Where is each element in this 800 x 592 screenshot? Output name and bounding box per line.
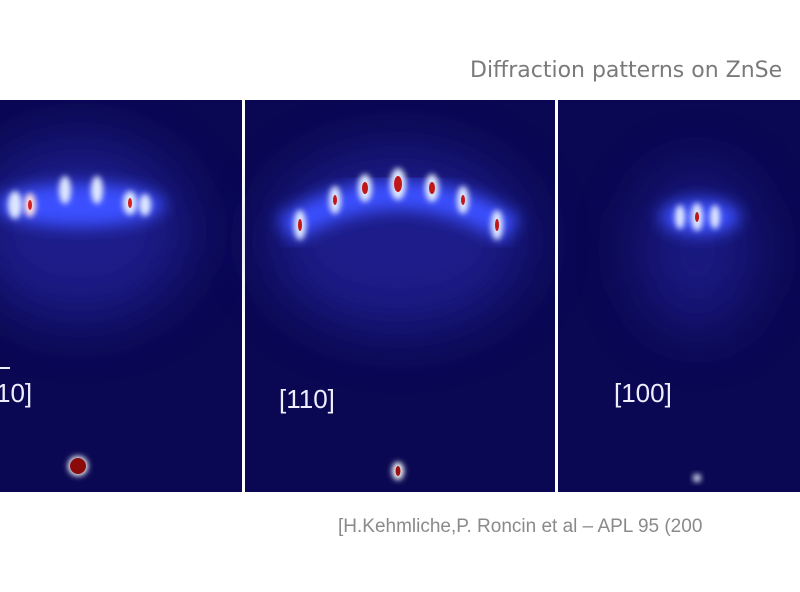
diffraction-image: 10] [110] [100]	[0, 100, 800, 492]
slide-title: Diffraction patterns on ZnSe	[470, 58, 783, 83]
panel-label: 10]	[0, 378, 32, 408]
panel-label: [110]	[279, 384, 335, 414]
citation: [H.Kehmliche,P. Roncin et al – APL 95 (2…	[338, 516, 703, 537]
panel-label: [100]	[614, 378, 672, 408]
